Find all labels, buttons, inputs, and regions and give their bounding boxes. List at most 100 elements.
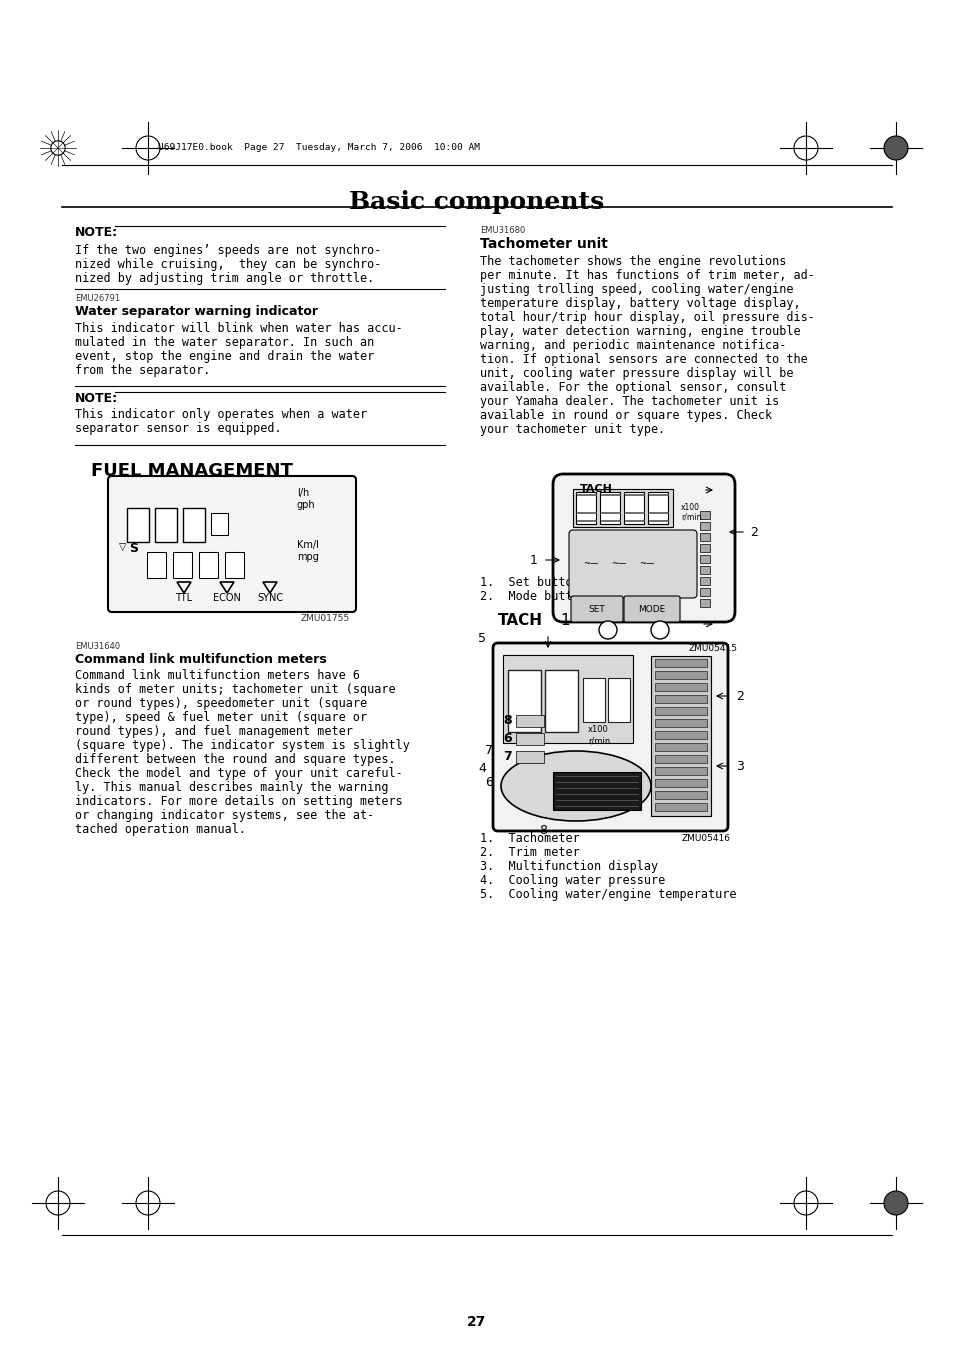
Text: round types), and fuel management meter: round types), and fuel management meter [75, 725, 353, 738]
Bar [607, 678, 629, 721]
Text: This indicator will blink when water has accu-: This indicator will blink when water has… [75, 322, 402, 335]
Bar [655, 731, 706, 739]
Text: S: S [129, 542, 138, 555]
Bar [655, 659, 706, 667]
Text: from the separator.: from the separator. [75, 363, 211, 377]
Bar [700, 598, 709, 607]
Bar [700, 521, 709, 530]
Ellipse shape [500, 751, 650, 821]
Bar [544, 670, 578, 732]
Text: 2: 2 [735, 689, 743, 703]
Text: mulated in the water separator. In such an: mulated in the water separator. In such … [75, 336, 374, 349]
Text: 5: 5 [477, 631, 485, 644]
Text: your Yamaha dealer. The tachometer unit is: your Yamaha dealer. The tachometer unit … [479, 394, 779, 408]
Text: 1: 1 [530, 554, 537, 566]
Text: r/min: r/min [587, 736, 610, 746]
Text: Command link multifunction meters: Command link multifunction meters [75, 653, 327, 666]
Text: 2.  Trim meter: 2. Trim meter [479, 846, 579, 859]
Bar [647, 492, 667, 524]
Text: or changing indicator systems, see the at-: or changing indicator systems, see the a… [75, 809, 374, 821]
Text: unit, cooling water pressure display will be: unit, cooling water pressure display wil… [479, 367, 793, 380]
Bar [516, 715, 543, 727]
Bar [516, 734, 543, 744]
Text: type), speed & fuel meter unit (square or: type), speed & fuel meter unit (square o… [75, 711, 367, 724]
Text: gph: gph [296, 500, 315, 509]
Text: available. For the optional sensor, consult: available. For the optional sensor, cons… [479, 381, 785, 394]
Bar [700, 555, 709, 563]
Text: play, water detection warning, engine trouble: play, water detection warning, engine tr… [479, 326, 800, 338]
Text: Check the model and type of your unit careful-: Check the model and type of your unit ca… [75, 767, 402, 780]
Text: 2: 2 [749, 526, 757, 539]
Text: ECON: ECON [213, 593, 241, 603]
Text: U69J17E0.book  Page 27  Tuesday, March 7, 2006  10:00 AM: U69J17E0.book Page 27 Tuesday, March 7, … [158, 143, 479, 153]
Text: This indicator only operates when a water: This indicator only operates when a wate… [75, 408, 367, 422]
Bar [655, 743, 706, 751]
Circle shape [598, 621, 617, 639]
Bar [172, 553, 192, 578]
FancyBboxPatch shape [108, 476, 355, 612]
Text: r/min: r/min [680, 512, 700, 521]
Text: temperature display, battery voltage display,: temperature display, battery voltage dis… [479, 297, 800, 309]
Bar [599, 492, 619, 524]
Text: 1.  Set button: 1. Set button [479, 576, 579, 589]
Text: 27: 27 [467, 1315, 486, 1329]
Text: mpg: mpg [296, 553, 318, 562]
Text: MODE: MODE [638, 604, 665, 613]
Text: TACH: TACH [497, 613, 542, 628]
Text: nized while cruising,  they can be synchro-: nized while cruising, they can be synchr… [75, 258, 381, 272]
Text: ly. This manual describes mainly the warning: ly. This manual describes mainly the war… [75, 781, 388, 794]
Text: Tachometer unit: Tachometer unit [479, 236, 607, 251]
Bar [700, 511, 709, 519]
Bar [183, 508, 205, 542]
Text: NOTE:: NOTE: [75, 392, 118, 405]
Text: ~—: ~— [639, 559, 654, 569]
Text: ZMU05416: ZMU05416 [681, 834, 730, 843]
Text: event, stop the engine and drain the water: event, stop the engine and drain the wat… [75, 350, 374, 363]
Text: 7: 7 [484, 744, 493, 758]
Text: ~—: ~— [582, 559, 598, 569]
Text: The tachometer shows the engine revolutions: The tachometer shows the engine revoluti… [479, 255, 785, 267]
Circle shape [883, 1192, 907, 1215]
Text: kinds of meter units; tachometer unit (square: kinds of meter units; tachometer unit (s… [75, 684, 395, 696]
Text: SYNC: SYNC [256, 593, 283, 603]
Circle shape [883, 136, 907, 159]
FancyBboxPatch shape [553, 474, 734, 621]
Text: NOTE:: NOTE: [75, 226, 118, 239]
Bar [655, 707, 706, 715]
Text: If the two engines’ speeds are not synchro-: If the two engines’ speeds are not synch… [75, 245, 381, 257]
Text: EMU26791: EMU26791 [75, 295, 120, 303]
FancyBboxPatch shape [493, 643, 727, 831]
Text: ▽: ▽ [119, 542, 127, 553]
FancyBboxPatch shape [623, 596, 679, 621]
Text: 3.  Multifunction display: 3. Multifunction display [479, 861, 658, 873]
Text: 1.  Tachometer: 1. Tachometer [479, 832, 579, 844]
Bar [211, 513, 228, 535]
Bar [655, 684, 706, 690]
Bar [147, 553, 166, 578]
Text: Water separator warning indicator: Water separator warning indicator [75, 305, 317, 317]
Bar [199, 553, 218, 578]
Bar [553, 771, 640, 811]
Text: nized by adjusting trim angle or throttle.: nized by adjusting trim angle or throttl… [75, 272, 374, 285]
Bar [225, 553, 244, 578]
Text: or round types), speedometer unit (square: or round types), speedometer unit (squar… [75, 697, 367, 711]
Bar [154, 508, 177, 542]
Text: Basic components: Basic components [349, 190, 604, 213]
Bar [700, 566, 709, 574]
Text: separator sensor is equipped.: separator sensor is equipped. [75, 422, 281, 435]
Text: indicators. For more details on setting meters: indicators. For more details on setting … [75, 794, 402, 808]
Bar [700, 534, 709, 540]
Bar [507, 670, 540, 732]
Text: justing trolling speed, cooling water/engine: justing trolling speed, cooling water/en… [479, 282, 793, 296]
Text: 1: 1 [559, 613, 569, 628]
Bar [700, 588, 709, 596]
Text: your tachometer unit type.: your tachometer unit type. [479, 423, 664, 436]
Text: different between the round and square types.: different between the round and square t… [75, 753, 395, 766]
Text: SET: SET [588, 604, 605, 613]
Text: 5.  Cooling water/engine temperature: 5. Cooling water/engine temperature [479, 888, 736, 901]
Text: 4.  Cooling water pressure: 4. Cooling water pressure [479, 874, 664, 888]
Text: ZMU05415: ZMU05415 [688, 644, 738, 653]
Bar [655, 755, 706, 763]
Bar [655, 790, 706, 798]
Text: (square type). The indicator system is slightly: (square type). The indicator system is s… [75, 739, 410, 753]
